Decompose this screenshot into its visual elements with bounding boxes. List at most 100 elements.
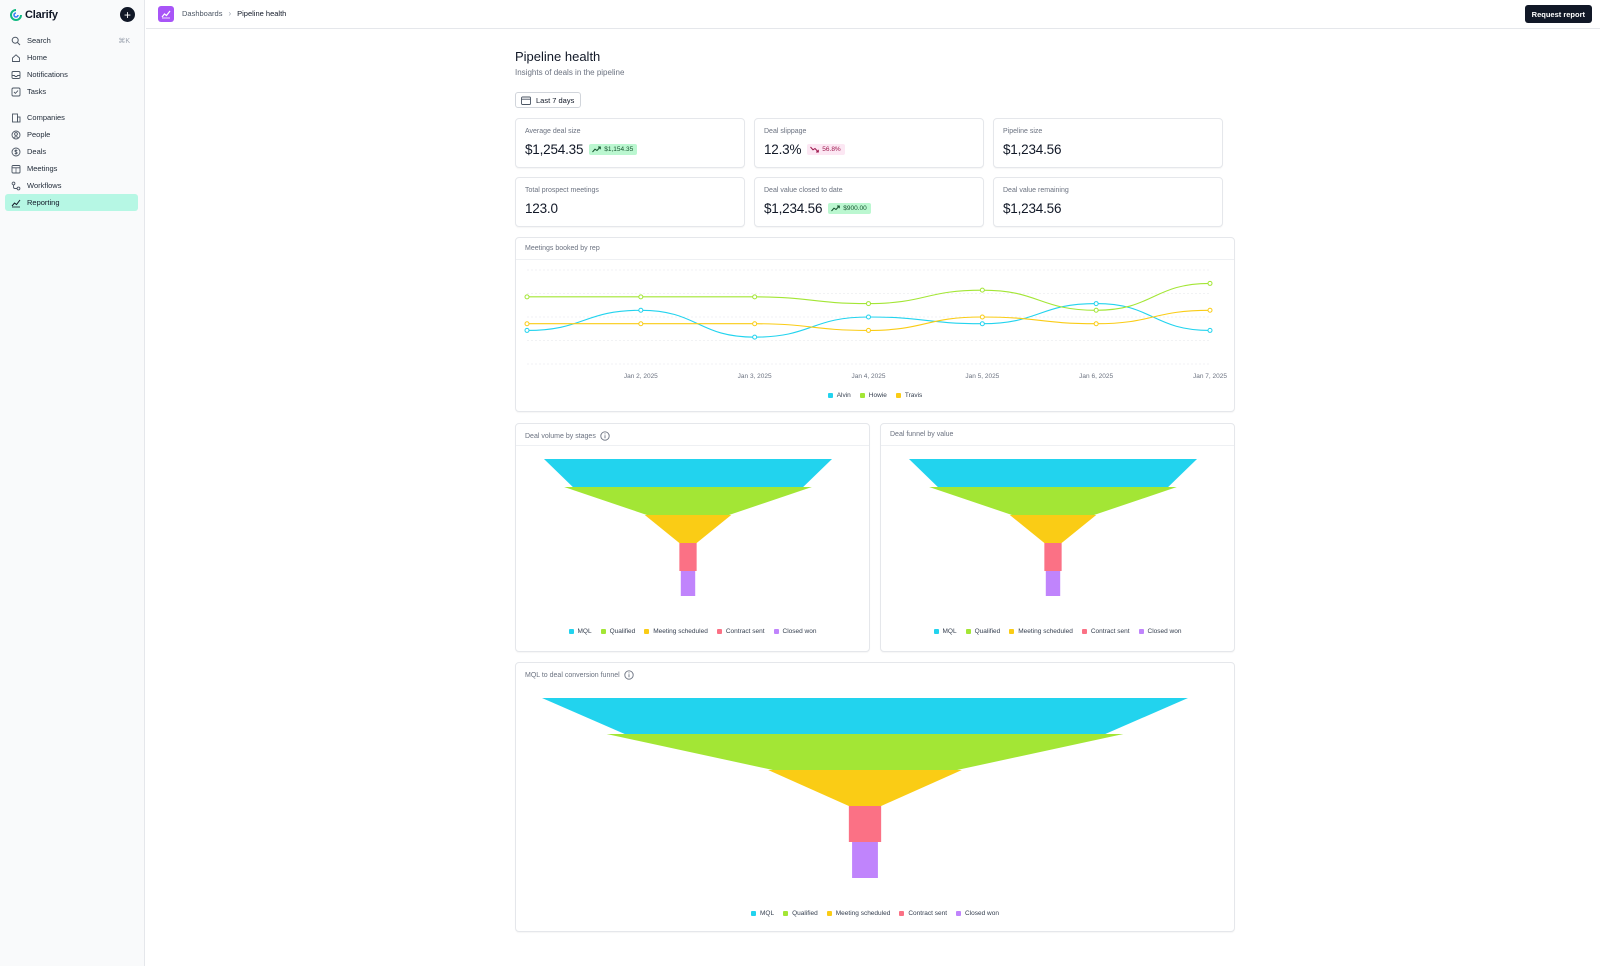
- app-logo[interactable]: Clarify: [10, 9, 58, 21]
- person-icon: [10, 129, 21, 140]
- legend-item[interactable]: Closed won: [773, 628, 817, 635]
- sidebar-item-workflows[interactable]: Workflows: [5, 177, 138, 194]
- kpi-card: Deal value remaining $1,234.56: [993, 177, 1223, 227]
- legend-item[interactable]: Contract sent: [899, 910, 947, 917]
- funnel-stage-mql: [542, 698, 1188, 734]
- sidebar-item-label: Meetings: [27, 164, 58, 173]
- topbar: Dashboards › Pipeline health Request rep…: [146, 0, 1600, 29]
- legend-item[interactable]: Travis: [895, 392, 922, 399]
- legend-item[interactable]: Contract sent: [716, 628, 765, 635]
- legend-item[interactable]: MQL: [933, 628, 957, 635]
- kpi-value: 123.0: [525, 201, 558, 216]
- deal-volume-card: Deal volume by stages MQL Qualified Meetin…: [515, 423, 870, 652]
- badge-value: 56.8%: [822, 146, 841, 153]
- data-point: [752, 321, 758, 327]
- legend-label: Closed won: [782, 628, 817, 635]
- sidebar-item-people[interactable]: People: [5, 126, 138, 143]
- funnel-stage-closed-won: [852, 842, 878, 878]
- x-tick-label: Jan 6, 2025: [1079, 373, 1113, 380]
- legend-label: Qualified: [792, 910, 818, 917]
- x-tick-label: Jan 3, 2025: [738, 373, 772, 380]
- sidebar-item-home[interactable]: Home: [5, 49, 138, 66]
- legend-label: Meeting scheduled: [653, 628, 708, 635]
- sidebar-item-label: Home: [27, 53, 48, 62]
- sidebar-item-deals[interactable]: Deals: [5, 143, 138, 160]
- data-point: [752, 294, 758, 300]
- funnel-stage-qualified: [564, 487, 812, 515]
- chart-line-icon: [10, 197, 21, 208]
- legend-item[interactable]: Alvin: [827, 392, 851, 399]
- legend-item[interactable]: Qualified: [600, 628, 635, 635]
- kpi-value: 12.3%: [764, 142, 802, 157]
- legend-label: MQL: [760, 910, 775, 917]
- sidebar-item-meetings[interactable]: Meetings: [5, 160, 138, 177]
- meetings-by-rep-card: Meetings booked by rep Jan 2, 2025 Jan 3,…: [515, 237, 1235, 412]
- trend-down-icon: [810, 146, 820, 153]
- legend-label: Meeting scheduled: [1018, 628, 1073, 635]
- legend-item[interactable]: Closed won: [956, 910, 999, 917]
- data-point: [866, 314, 871, 320]
- funnel-stage-meeting-scheduled: [768, 770, 962, 806]
- kpi-card: Pipeline size $1,234.56: [993, 118, 1223, 168]
- plus-icon: +: [123, 7, 131, 22]
- legend-item[interactable]: Closed won: [1138, 628, 1181, 635]
- card-divider: [881, 445, 1234, 446]
- date-range-button[interactable]: Last 7 days: [515, 92, 582, 108]
- x-tick-label: Jan 7, 2025: [1193, 373, 1227, 380]
- info-icon[interactable]: [600, 431, 610, 441]
- legend-item[interactable]: Meeting scheduled: [644, 628, 708, 635]
- sidebar-item-label: Search: [27, 36, 51, 45]
- kpi-label: Deal slippage: [764, 128, 807, 135]
- kpi-card: Deal slippage 12.3% 56.8%: [754, 118, 984, 168]
- sidebar-item-companies[interactable]: Companies: [5, 109, 138, 126]
- funnel-stage-mql: [544, 459, 832, 487]
- create-new-button[interactable]: +: [120, 7, 135, 22]
- data-point: [866, 327, 871, 333]
- info-icon[interactable]: [624, 670, 634, 680]
- sidebar-item-notifications[interactable]: Notifications: [5, 66, 138, 83]
- inbox-icon: [10, 69, 21, 80]
- legend-item[interactable]: MQL: [568, 628, 592, 635]
- data-point: [1207, 307, 1213, 313]
- checkbox-icon: [10, 86, 21, 97]
- home-icon: [10, 52, 21, 63]
- legend-item[interactable]: Contract sent: [1081, 628, 1130, 635]
- kpi-value: $1,234.56: [1003, 142, 1062, 157]
- calendar-icon: [10, 163, 21, 174]
- legend-swatch: [644, 629, 650, 634]
- legend-item[interactable]: MQL: [751, 910, 774, 917]
- legend-label: Qualified: [974, 628, 1001, 635]
- legend-item[interactable]: Meeting scheduled: [826, 910, 890, 917]
- data-point: [1093, 307, 1099, 313]
- request-report-button[interactable]: Request report: [1524, 5, 1592, 23]
- legend-item[interactable]: Meeting scheduled: [1009, 628, 1073, 635]
- legend-label: MQL: [942, 628, 957, 635]
- legend-swatch: [826, 911, 832, 916]
- legend-item[interactable]: Qualified: [965, 628, 1001, 635]
- chart-title: Deal volume by stages: [525, 431, 610, 441]
- dashboard-chart-icon: [158, 6, 174, 22]
- legend-swatch: [751, 911, 757, 916]
- legend-swatch: [773, 629, 779, 634]
- sidebar-item-search[interactable]: Search ⌘K: [5, 32, 138, 49]
- legend-swatch: [568, 629, 574, 634]
- chart-legend: Alvin Howie Travis: [516, 392, 1234, 399]
- sidebar-item-label: Deals: [27, 147, 47, 156]
- breadcrumb-dashboards[interactable]: Dashboards: [182, 9, 223, 18]
- sidebar-item-label: Tasks: [27, 87, 47, 96]
- sidebar-item-tasks[interactable]: Tasks: [5, 83, 138, 100]
- legend-swatch: [859, 393, 865, 398]
- x-tick-label: Jan 5, 2025: [965, 373, 999, 380]
- chart-legend: MQL Qualified Meeting scheduled Contract se…: [881, 628, 1234, 635]
- legend-item[interactable]: Howie: [859, 392, 887, 399]
- kpi-value: $1,234.56: [764, 201, 823, 216]
- badge-value: $900.00: [843, 205, 867, 212]
- legend-label: MQL: [577, 628, 592, 635]
- legend-swatch: [899, 911, 905, 916]
- page-subtitle: Insights of deals in the pipeline: [515, 68, 625, 77]
- legend-item[interactable]: Qualified: [783, 910, 818, 917]
- chart-title: Meetings booked by rep: [525, 245, 600, 252]
- sidebar-item-reporting[interactable]: Reporting: [5, 194, 138, 211]
- data-point: [524, 321, 530, 327]
- data-point: [638, 321, 644, 327]
